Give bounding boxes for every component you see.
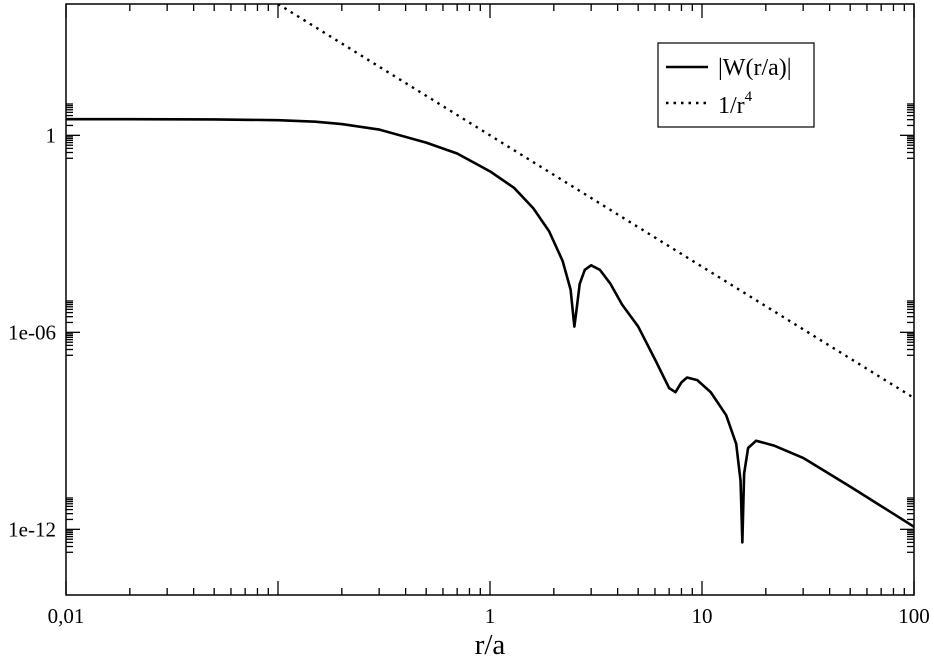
tick-labels: 0,01 1 10 100 1 1e-06 1e-12 (8, 123, 930, 628)
series-line-0 (66, 117, 914, 544)
legend-box (657, 42, 815, 128)
legend-label-r4-base: 1/r (718, 93, 745, 119)
legend: |W(r/a)| 1/r4 (657, 42, 815, 128)
x-tick-label: 1 (485, 604, 496, 628)
series-line-1 (277, 4, 914, 400)
x-axis-title: r/a (475, 629, 506, 660)
x-tick-label: 100 (898, 604, 930, 628)
legend-label-r4: 1/r4 (718, 89, 753, 119)
x-tick-label: 0,01 (48, 604, 85, 628)
legend-label-r4-exponent: 4 (745, 89, 753, 105)
y-tick-label: 1e-12 (8, 517, 56, 541)
y-tick-label: 1e-06 (8, 320, 56, 344)
axis-ticks (65, 4, 915, 595)
plot-frame (65, 3, 915, 596)
plot-lines (66, 4, 914, 544)
legend-label-w: |W(r/a)| (718, 55, 792, 81)
x-tick-label: 10 (692, 604, 713, 628)
y-tick-label: 1 (46, 123, 57, 147)
